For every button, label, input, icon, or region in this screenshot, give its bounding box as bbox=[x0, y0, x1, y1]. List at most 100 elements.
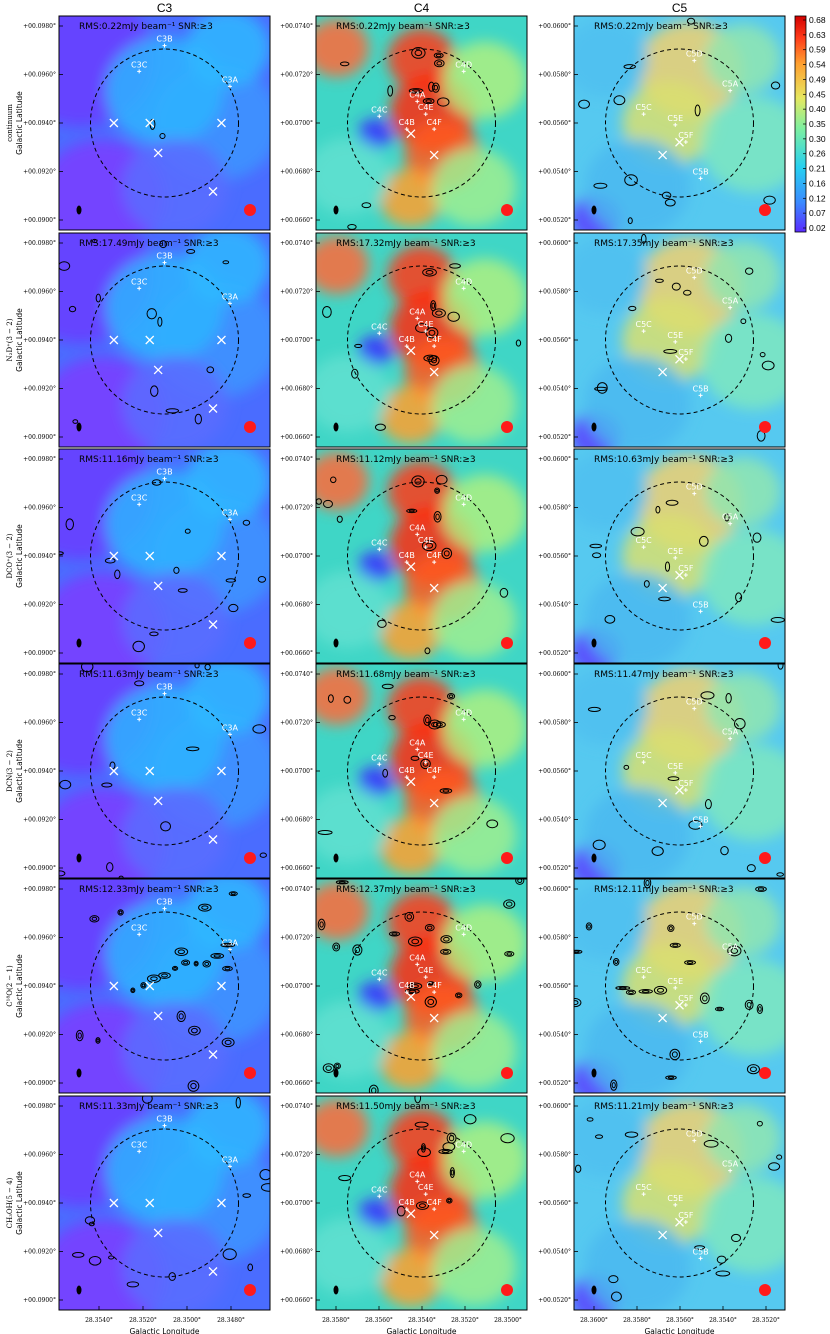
cross-marker bbox=[145, 981, 155, 991]
contour bbox=[431, 308, 446, 318]
contour bbox=[506, 952, 513, 956]
core-label: C5E bbox=[667, 547, 683, 556]
map-panel: C5D C5A C5C C5E C5F C5B RMS:11.47mJy beam⁻¹ SN… bbox=[538, 663, 786, 879]
y-tick-label: +00.0720° bbox=[280, 720, 313, 727]
intensity-blob bbox=[584, 356, 691, 447]
panel-image: C5D C5A C5C C5E C5F C5B RMS:0.22mJy beam⁻¹ SNR… bbox=[574, 16, 785, 230]
intensity-blob bbox=[316, 570, 390, 649]
contour bbox=[338, 880, 346, 884]
core-plus bbox=[415, 962, 420, 967]
contour bbox=[759, 351, 766, 358]
y-tick-label: +00.0520° bbox=[538, 1080, 571, 1087]
contour bbox=[574, 950, 580, 954]
contour bbox=[96, 1038, 100, 1043]
intensity-blob bbox=[574, 453, 648, 531]
core-label: C3C bbox=[131, 493, 148, 502]
core-label: C3A bbox=[222, 723, 239, 732]
intensity-blob bbox=[432, 581, 517, 659]
map-panel: C4D C4A C4E C4C C4B C4F RMS:11.68mJy beam⁻¹ SN… bbox=[280, 663, 528, 879]
contour bbox=[777, 664, 784, 670]
intensity-blob bbox=[700, 959, 785, 1056]
y-tick-label: +00.0940° bbox=[23, 337, 56, 344]
core-plus bbox=[162, 691, 167, 696]
row-label: CH₃OH(5 − 4) bbox=[6, 1177, 14, 1228]
contour bbox=[656, 987, 665, 993]
core-label: C4F bbox=[427, 1198, 443, 1207]
contour bbox=[332, 942, 341, 952]
contour bbox=[446, 1197, 453, 1204]
contour bbox=[744, 999, 754, 1011]
cross-marker bbox=[217, 335, 226, 345]
contour bbox=[431, 302, 436, 309]
beam-ellipse bbox=[591, 1068, 597, 1078]
contour bbox=[435, 474, 448, 485]
contour bbox=[242, 1193, 252, 1198]
contour bbox=[194, 961, 198, 966]
core-plus bbox=[137, 502, 142, 507]
contour bbox=[449, 263, 461, 269]
cross-marker bbox=[153, 1011, 163, 1021]
core-label: C5C bbox=[635, 103, 652, 112]
map-panel: C5D C5A C5C C5E C5F C5B RMS:17.35mJy beam⁻¹ SN… bbox=[538, 232, 786, 448]
panel-image: C4D C4A C4E C4C C4B C4F RMS:11.12mJy beam⁻¹ SN… bbox=[316, 449, 527, 663]
core-plus bbox=[728, 951, 733, 956]
contour bbox=[84, 1216, 96, 1225]
y-tick-label: +00.0580° bbox=[538, 1152, 571, 1159]
core-label: C4C bbox=[371, 753, 388, 762]
core-label: C5F bbox=[678, 564, 694, 573]
core-plus bbox=[137, 932, 142, 937]
row-label: N₂D⁺(3 − 2) bbox=[6, 318, 14, 361]
core-plus bbox=[692, 921, 697, 926]
core-label: C5F bbox=[678, 131, 694, 140]
intensity-blob bbox=[185, 664, 270, 735]
map-panel: C3B C3C C3A RMS:17.49mJy beam⁻¹ SNR:≥3 +00.0… bbox=[6, 232, 271, 448]
panel-image: C4D C4A C4E C4C C4B C4F RMS:11.50mJy beam⁻¹ SN… bbox=[316, 1096, 527, 1310]
core-label: C4C bbox=[371, 1185, 388, 1194]
contour bbox=[730, 947, 739, 954]
contour bbox=[669, 1048, 681, 1061]
contour bbox=[688, 820, 703, 830]
contour bbox=[347, 223, 357, 230]
contour bbox=[770, 617, 785, 623]
beam-ellipse bbox=[333, 638, 339, 648]
contour bbox=[222, 1248, 237, 1261]
core-plus bbox=[641, 975, 646, 980]
y-tick-label: +00.0940° bbox=[23, 768, 56, 775]
core-plus bbox=[415, 1179, 420, 1184]
core-plus bbox=[432, 1207, 437, 1212]
y-tick-label: +00.0920° bbox=[23, 817, 56, 824]
contour bbox=[322, 499, 333, 509]
map-panel: C5D C5A C5C C5E C5F C5B RMS:0.22mJy beam⁻¹ SNR… bbox=[538, 15, 786, 231]
contour bbox=[317, 918, 326, 931]
contour bbox=[475, 982, 480, 987]
contour bbox=[702, 995, 708, 1002]
y-tick-label: +00.0560° bbox=[538, 983, 571, 990]
y-tick-label: +00.0660° bbox=[280, 1080, 313, 1087]
intensity-blob bbox=[700, 96, 785, 193]
colorbar-tick-label: 0.63 bbox=[809, 30, 826, 40]
core-label: C3B bbox=[156, 1115, 172, 1124]
core-label: C3B bbox=[156, 898, 172, 907]
contour bbox=[727, 945, 742, 957]
contour bbox=[428, 719, 442, 730]
core-label: C4B bbox=[399, 335, 415, 344]
contour bbox=[749, 1066, 757, 1073]
contour bbox=[411, 475, 425, 488]
core-plus bbox=[137, 717, 142, 722]
contour bbox=[653, 985, 668, 995]
contour bbox=[594, 1134, 604, 1139]
contour bbox=[157, 316, 163, 327]
y-axis-label: Galactic Latitude bbox=[15, 954, 24, 1018]
core-label: C5D bbox=[686, 50, 703, 59]
core-label: C5B bbox=[693, 167, 709, 176]
contour bbox=[220, 942, 236, 948]
contour bbox=[694, 104, 701, 117]
core-label: C4A bbox=[409, 90, 426, 99]
core-plus bbox=[683, 1002, 688, 1007]
contour bbox=[181, 959, 191, 966]
intensity-blob bbox=[358, 335, 392, 367]
cross-marker bbox=[109, 766, 119, 776]
contour bbox=[406, 914, 412, 920]
contour bbox=[339, 61, 350, 67]
y-tick-label: +00.0940° bbox=[23, 1200, 56, 1207]
